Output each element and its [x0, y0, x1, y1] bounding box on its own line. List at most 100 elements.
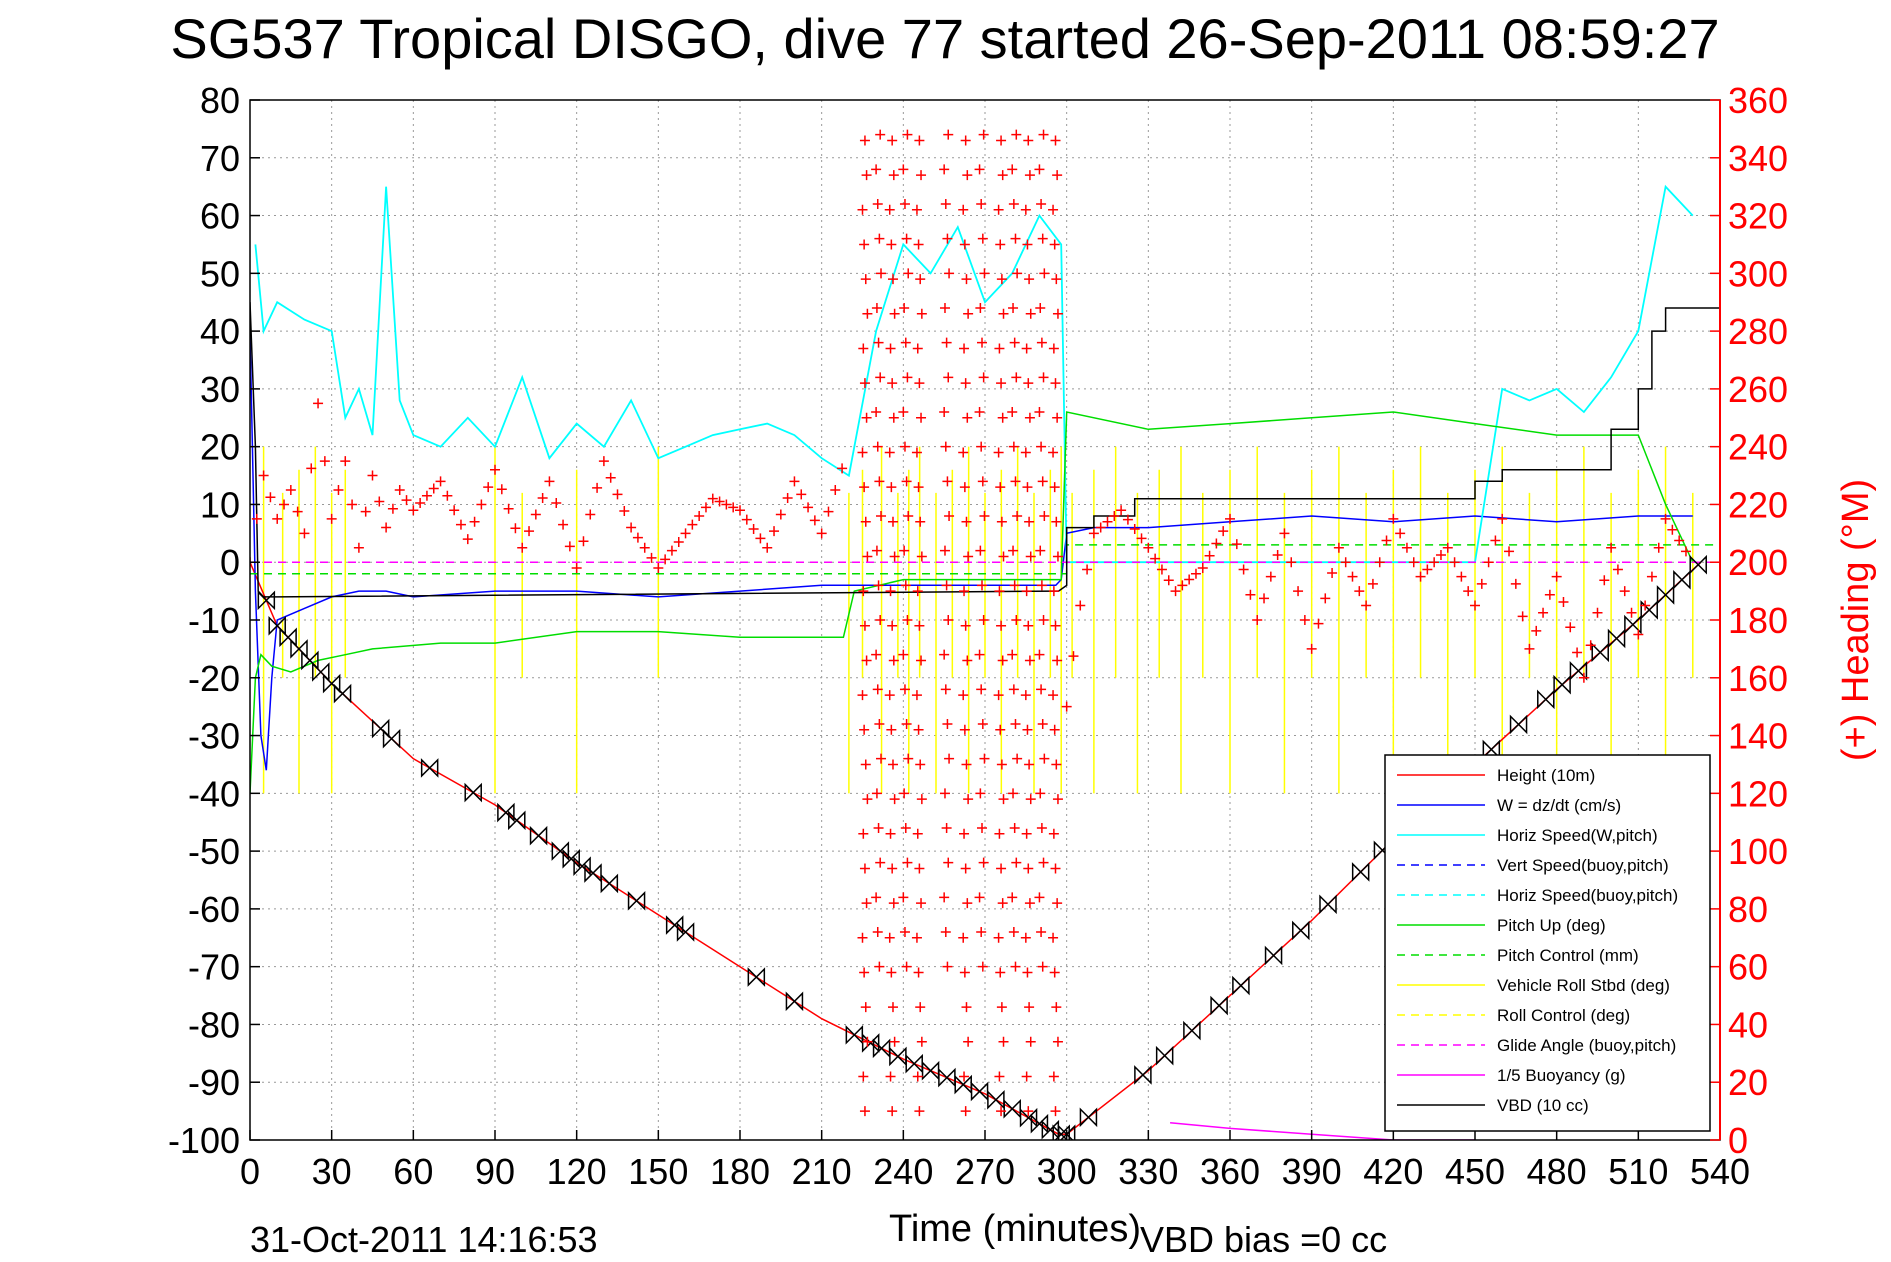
heading-marker [707, 493, 718, 504]
heading-marker [962, 170, 973, 181]
heading-marker [292, 506, 303, 517]
y2-tick-label: 160 [1728, 658, 1788, 699]
heading-marker [887, 863, 898, 874]
x-tick-label: 30 [312, 1151, 352, 1192]
heading-marker [435, 476, 446, 487]
heading-marker [1020, 204, 1031, 215]
heading-marker [1082, 564, 1093, 575]
heading-marker [1052, 898, 1063, 909]
heading-marker [962, 412, 973, 423]
heading-marker [496, 484, 507, 495]
heading-marker [874, 961, 885, 972]
heading-marker [1435, 550, 1446, 560]
y2-tick-label: 260 [1728, 369, 1788, 410]
heading-marker [490, 464, 500, 475]
heading-marker [943, 372, 954, 383]
heading-marker [858, 586, 869, 597]
heading-marker [455, 519, 466, 530]
heading-marker [911, 690, 922, 701]
heading-marker [598, 456, 609, 467]
heading-marker [889, 308, 900, 319]
heading-marker [1551, 571, 1562, 582]
heading-marker [859, 967, 870, 978]
heading-marker [962, 898, 973, 909]
heading-marker [858, 343, 869, 354]
heading-marker [995, 482, 1006, 493]
heading-marker [1008, 788, 1019, 799]
heading-marker [1245, 589, 1256, 600]
series-layer [250, 129, 1720, 1140]
heading-marker [1252, 615, 1263, 625]
heading-marker [1008, 927, 1019, 937]
heading-marker [912, 1071, 923, 1082]
y2-tick-label: 60 [1728, 947, 1768, 988]
heading-marker [1102, 516, 1113, 527]
legend-label-pitch: Pitch Up (deg) [1497, 916, 1606, 935]
legend-label-roll: Vehicle Roll Stbd (deg) [1497, 976, 1670, 995]
heading-marker [995, 967, 1006, 978]
heading-marker [939, 545, 950, 556]
y-tick-label: -50 [188, 831, 240, 872]
heading-marker [381, 522, 392, 533]
x-tick-label: 450 [1445, 1151, 1505, 1192]
heading-marker [1039, 753, 1050, 764]
heading-marker [1022, 239, 1033, 250]
heading-marker [1020, 690, 1031, 701]
heading-marker [1306, 643, 1317, 654]
heading-marker [887, 620, 898, 631]
heading-marker [1340, 557, 1351, 568]
heading-marker [997, 898, 1008, 909]
heading-marker [1021, 343, 1032, 354]
heading-marker [899, 441, 910, 452]
heading-marker [442, 490, 453, 501]
heading-marker [1023, 863, 1034, 874]
legend-label-horiz_buoy: Horiz Speed(buoy,pitch) [1497, 886, 1678, 905]
heading-marker [837, 463, 848, 474]
heading-marker [605, 472, 616, 483]
heading-marker [1052, 551, 1063, 562]
heading-marker [1156, 564, 1167, 575]
heading-marker [858, 1071, 869, 1082]
heading-marker [626, 522, 637, 533]
heading-marker [963, 551, 974, 562]
heading-marker [1136, 533, 1147, 544]
depth-marker [1689, 554, 1707, 575]
heading-marker [887, 378, 898, 389]
depth-marker [1079, 1107, 1098, 1128]
heading-marker [1061, 701, 1072, 712]
heading-marker [1197, 563, 1208, 573]
heading-marker [914, 1106, 925, 1117]
y-tick-label: 80 [200, 80, 240, 121]
heading-marker [1381, 535, 1392, 546]
heading-marker [900, 823, 911, 833]
axes: 0 30 60 90 120 150 180 210 240 270 300 330 360 390 420… [168, 80, 1788, 1192]
heading-marker [1039, 511, 1050, 521]
heading-marker [1036, 927, 1047, 937]
heading-marker [1470, 600, 1480, 611]
heading-marker [943, 857, 954, 868]
heading-marker [862, 794, 873, 805]
heading-marker [1050, 1106, 1061, 1117]
heading-marker [899, 303, 910, 313]
heading-marker [974, 407, 985, 417]
y2-tick-label: 0 [1728, 1120, 1748, 1161]
heading-marker [1170, 586, 1181, 597]
heading-marker [469, 516, 480, 527]
heading-marker [974, 649, 985, 660]
heading-marker [997, 170, 1008, 181]
heading-marker [1048, 932, 1059, 943]
heading-marker [876, 511, 887, 521]
heading-marker [1374, 557, 1385, 568]
heading-marker [1023, 1106, 1034, 1117]
heading-marker [979, 511, 990, 521]
heading-marker [874, 233, 885, 244]
depth-marker [420, 758, 439, 778]
heading-marker [347, 499, 358, 510]
heading-marker [978, 372, 989, 383]
depth-marker [747, 967, 766, 987]
heading-marker [1052, 170, 1063, 181]
depth-marker [1509, 714, 1528, 735]
heading-marker [1023, 135, 1034, 146]
heading-marker [861, 898, 872, 909]
series-line-w [250, 331, 1693, 771]
